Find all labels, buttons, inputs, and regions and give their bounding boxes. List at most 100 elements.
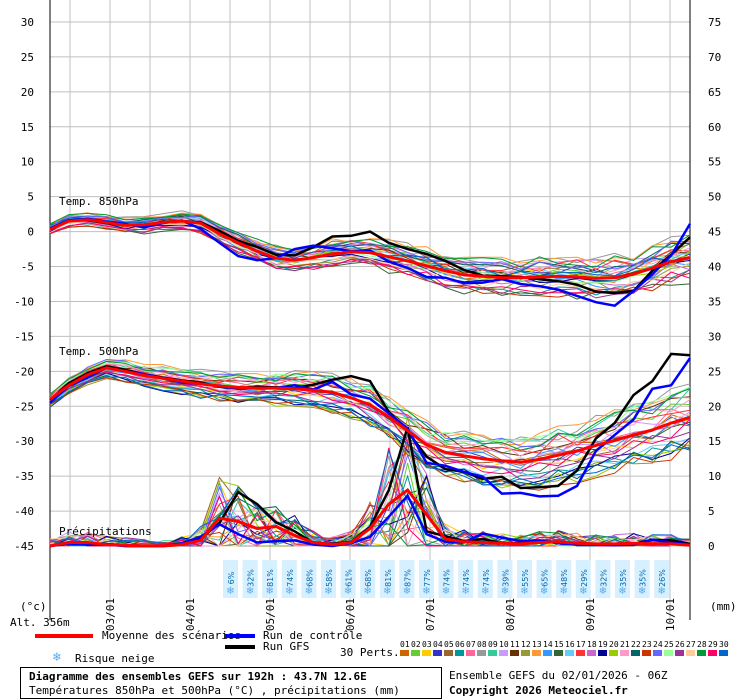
- snow-risk-percent: 87%: [403, 569, 412, 587]
- y-right-tick-label: 50: [708, 191, 721, 204]
- footer-subtitle: Températures 850hPa et 500hPa (°C) , pré…: [29, 684, 400, 697]
- pert-swatch: [631, 650, 640, 656]
- y-right-tick-label: 70: [708, 51, 721, 64]
- legend-perts: 30 Perts.: [340, 646, 400, 659]
- snow-risk-percent: 81%: [266, 569, 275, 587]
- y-left-tick-label: -25: [14, 400, 34, 413]
- snow-risk-cell: [556, 560, 572, 598]
- y-right-tick-label: 20: [708, 400, 721, 413]
- pert-swatch: [521, 650, 530, 656]
- snow-risk-percent: 32%: [599, 569, 608, 587]
- pert-line-850: [49, 215, 691, 271]
- snow-risk-cell: [634, 560, 650, 598]
- snow-risk-percent: 32%: [247, 569, 256, 587]
- mean-swatch: [35, 634, 93, 638]
- gfs-swatch: [225, 645, 255, 649]
- legend-mean: Moyenne des scénarios: [102, 629, 242, 642]
- pert-number: 29: [708, 640, 718, 649]
- pert-line-500: [49, 360, 691, 451]
- snow-risk-percent: 39%: [501, 569, 510, 587]
- snow-risk-percent: 77%: [423, 569, 432, 587]
- snowflake-icon: ❄: [403, 586, 411, 597]
- snow-risk-percent: 55%: [521, 569, 530, 587]
- pert-swatch: [697, 650, 706, 656]
- pert-number: 12: [521, 640, 531, 649]
- y-left-tick-label: -10: [14, 295, 34, 308]
- pert-swatch: [400, 650, 409, 656]
- snowflake-icon: ❄: [520, 586, 528, 597]
- y-right-tick-label: 5: [708, 505, 715, 518]
- snow-risk-percent: 35%: [639, 569, 648, 587]
- snowflake-icon: ❄: [442, 586, 450, 597]
- snow-risk-cell: [360, 560, 376, 598]
- pert-number: 24: [653, 640, 663, 649]
- pert-number: 15: [554, 640, 564, 649]
- label-t850: Temp. 850hPa: [59, 195, 139, 208]
- pert-number: 26: [675, 640, 685, 649]
- snow-risk-cell: [321, 560, 336, 598]
- snow-risk-percent: 35%: [619, 569, 628, 587]
- footer-title: Diagramme des ensembles GEFS sur 192h : …: [29, 670, 367, 683]
- x-tick-label: 09/01: [584, 598, 597, 631]
- pert-swatch: [433, 650, 442, 656]
- pert-number: 10: [499, 640, 509, 649]
- legend-snow: Risque neige: [75, 652, 155, 665]
- pert-number: 01: [400, 640, 410, 649]
- snow-risk-percent: 48%: [560, 569, 569, 587]
- pert-number: 30: [719, 640, 729, 649]
- pert-number: 20: [609, 640, 619, 649]
- snow-risk-cell: [438, 560, 454, 598]
- pert-swatch: [664, 650, 673, 656]
- pert-line-850: [49, 212, 691, 264]
- pert-swatch: [609, 650, 618, 656]
- snow-risk-row: 6%❄32%❄81%❄74%❄68%❄58%❄61%❄68%❄81%❄87%❄7…: [223, 560, 670, 598]
- x-tick-label: 06/01: [344, 598, 357, 631]
- pert-number: 18: [587, 640, 597, 649]
- pert-number: 02: [411, 640, 421, 649]
- pert-line-500: [49, 361, 691, 442]
- snowflake-icon: ❄: [658, 586, 666, 597]
- snowflake-icon: ❄: [226, 586, 234, 597]
- y-left-tick-label: 10: [21, 156, 34, 169]
- pert-number: 22: [631, 640, 641, 649]
- pert-number: 06: [455, 640, 465, 649]
- pert-number: 28: [697, 640, 707, 649]
- run-info: Ensemble GEFS du 02/01/2026 - 06Z: [449, 669, 668, 682]
- pert-number: 16: [565, 640, 575, 649]
- snow-risk-cell: [654, 560, 670, 598]
- pert-swatch: [499, 650, 508, 656]
- snow-risk-cell: [477, 560, 493, 598]
- snow-risk-cell: [595, 560, 611, 598]
- pert-line-500: [49, 359, 691, 446]
- snowflake-icon: ❄: [599, 586, 607, 597]
- pert-number: 04: [433, 640, 443, 649]
- y-right-tick-label: 60: [708, 121, 721, 134]
- pert-swatch: [675, 650, 684, 656]
- pert-number: 05: [444, 640, 454, 649]
- pert-swatch: [444, 650, 453, 656]
- snow-risk-percent: 58%: [325, 569, 334, 587]
- snow-risk-cell: [242, 560, 258, 598]
- y-right-tick-label: 0: [708, 540, 715, 553]
- snow-risk-cell: [262, 560, 278, 598]
- copyright: Copyright 2026 Meteociel.fr: [449, 684, 628, 697]
- snowflake-icon: ❄: [324, 586, 332, 597]
- snow-risk-cell: [517, 560, 532, 598]
- y-left-tick-label: -45: [14, 540, 34, 553]
- snow-risk-percent: 74%: [482, 569, 491, 587]
- pert-swatch: [411, 650, 420, 656]
- snow-risk-cell: [575, 560, 591, 598]
- y-right-tick-label: 75: [708, 16, 721, 29]
- y-left-tick-label: -35: [14, 470, 34, 483]
- snow-risk-percent: 6%: [227, 571, 236, 584]
- pert-swatch: [565, 650, 574, 656]
- snowflake-icon: ❄: [344, 586, 352, 597]
- series-line-850: [49, 218, 691, 280]
- snowflake-icon: ❄: [422, 586, 430, 597]
- y-right-tick-label: 55: [708, 156, 721, 169]
- y-right-tick-label: 35: [708, 295, 721, 308]
- y-left-tick-label: -5: [21, 261, 34, 274]
- series-line-precip: [49, 488, 691, 548]
- snow-risk-percent: 68%: [305, 569, 314, 587]
